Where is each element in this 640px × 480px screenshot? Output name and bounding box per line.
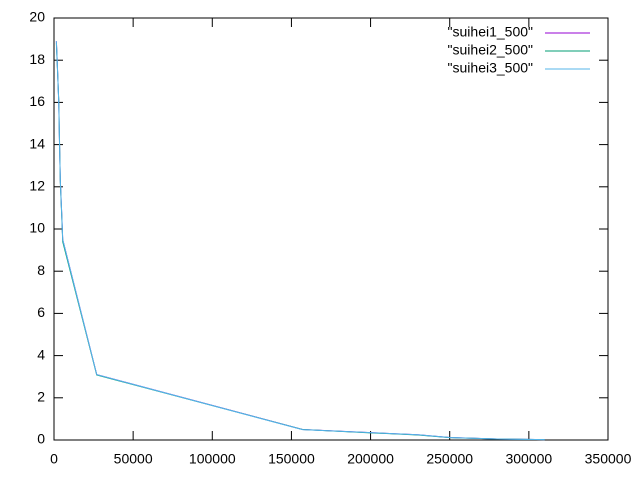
x-tick-label: 100000 [189,451,236,467]
y-tick-label: 0 [37,431,45,447]
x-tick-label: 250000 [426,451,473,467]
x-tick-label: 300000 [505,451,552,467]
legend-label: "suihei2_500" [448,42,533,58]
y-tick-label: 16 [29,93,45,109]
series-line [55,41,545,441]
y-tick-label: 2 [37,389,45,405]
series-line [55,41,545,441]
x-tick-label: 200000 [347,451,394,467]
x-tick-label: 350000 [585,451,632,467]
y-tick-label: 14 [29,135,45,151]
legend-label: "suihei1_500" [448,24,533,40]
y-tick-label: 20 [29,9,45,25]
y-tick-label: 6 [37,304,45,320]
plot-border [53,17,609,441]
legend-label: "suihei3_500" [448,60,533,76]
y-tick-label: 4 [37,346,45,362]
y-tick-label: 10 [29,220,45,236]
x-tick-label: 50000 [114,451,153,467]
series-line [55,43,545,441]
x-tick-label: 0 [50,451,58,467]
y-tick-label: 12 [29,178,45,194]
y-tick-label: 18 [29,51,45,67]
y-tick-label: 8 [37,262,45,278]
x-tick-label: 150000 [268,451,315,467]
